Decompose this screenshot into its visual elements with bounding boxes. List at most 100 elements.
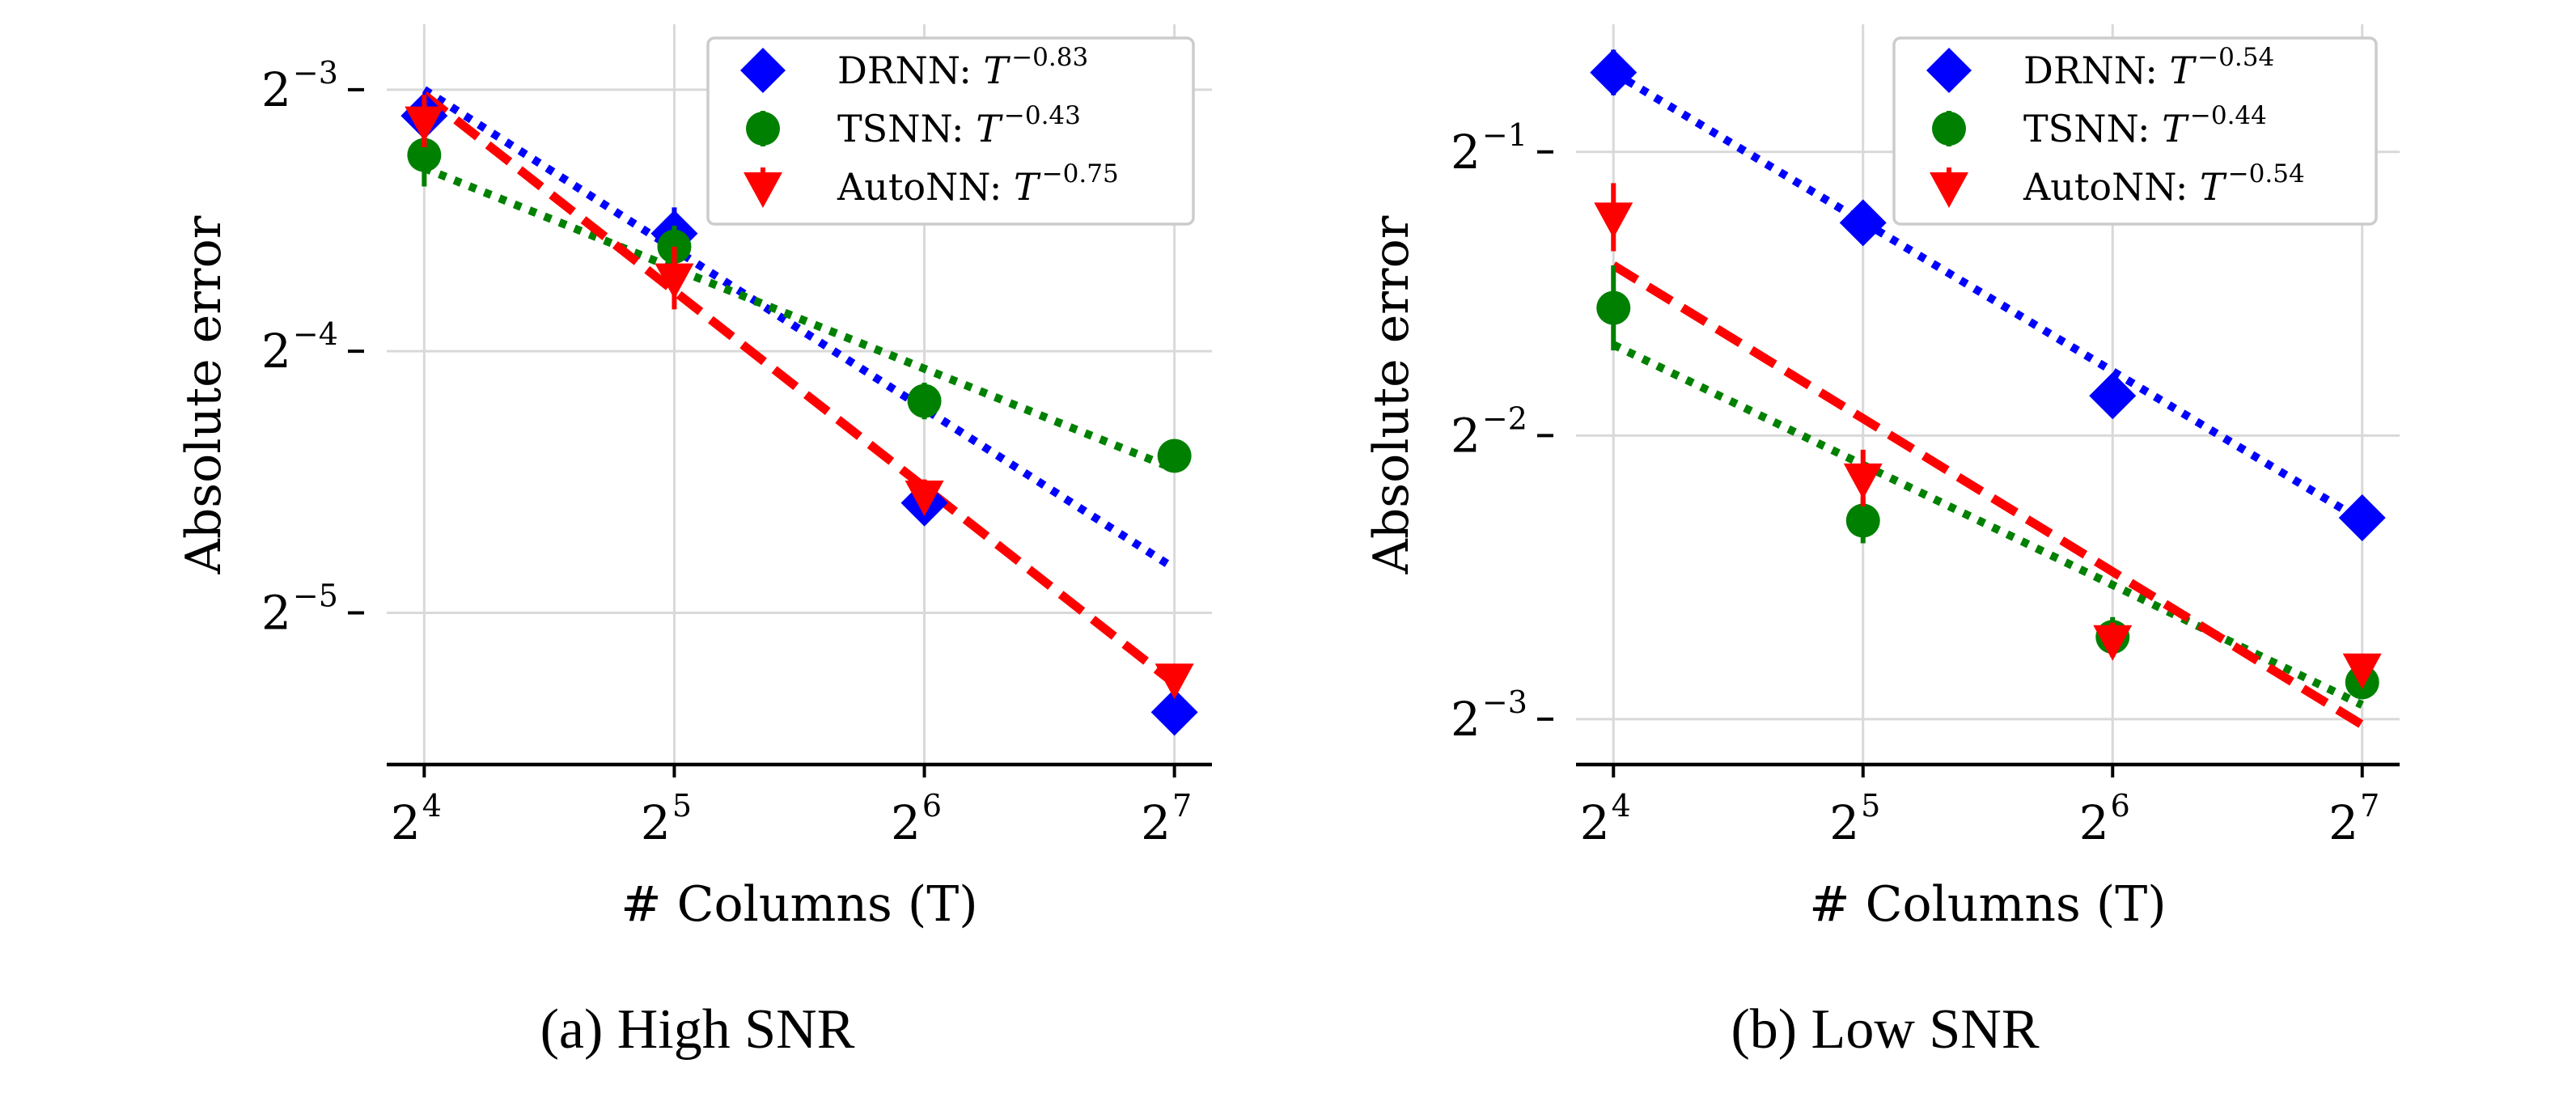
y-tick-label-exp: −5 xyxy=(293,578,338,613)
y-axis-label: Absolute error xyxy=(176,215,232,574)
legend-label-autonn: AutoNN: T −0.75 xyxy=(837,159,1119,209)
subfigure-caption: (b) Low SNR xyxy=(1731,998,2039,1061)
x-tick-label: 26 xyxy=(891,788,942,850)
legend-marker-autonn xyxy=(1930,172,1968,208)
y-tick-label: 2−3 xyxy=(261,55,338,117)
legend-label-drnn: DRNN: T −0.54 xyxy=(2023,43,2274,92)
legend-marker-tsnn xyxy=(746,112,780,146)
legend-exponent: −0.75 xyxy=(1042,159,1119,189)
legend-marker-drnn xyxy=(1926,48,1972,93)
legend-name: TSNN: xyxy=(2023,107,2162,150)
tsnn-point xyxy=(1596,290,1631,325)
x-tick-label-exp: 5 xyxy=(672,788,692,824)
tsnn-point xyxy=(407,138,442,172)
x-tick-label-base: 2 xyxy=(1580,795,1610,850)
legend-exponent: −0.43 xyxy=(1004,101,1081,130)
x-tick-label-base: 2 xyxy=(641,795,671,850)
legend-var: T xyxy=(1014,165,1041,209)
x-tick-label-exp: 6 xyxy=(922,788,942,824)
y-tick-label-base: 2 xyxy=(1451,408,1481,463)
autonn-fit-line xyxy=(1611,261,2365,729)
x-tick-label-base: 2 xyxy=(1141,795,1171,850)
y-tick-label-base: 2 xyxy=(261,62,291,117)
autonn-point xyxy=(1594,202,1633,239)
legend-entry-tsnn: TSNN: T −0.44 xyxy=(1932,101,2267,150)
autonn-point xyxy=(905,480,944,516)
legend-name: AutoNN: xyxy=(837,165,1014,209)
tsnn-point xyxy=(1157,438,1192,473)
legend-var: T xyxy=(984,49,1011,92)
legend-entry-drnn: DRNN: T −0.83 xyxy=(740,43,1088,93)
x-tick-label: 27 xyxy=(2328,788,2379,850)
x-tick-label: 25 xyxy=(1829,788,1880,850)
autonn-point xyxy=(1843,463,1883,499)
legend-exponent: −0.44 xyxy=(2190,101,2267,130)
x-tick-label-base: 2 xyxy=(2328,795,2358,850)
legend-entry-drnn: DRNN: T −0.54 xyxy=(1926,43,2274,93)
legend-entry-autonn: AutoNN: T −0.54 xyxy=(1930,159,2305,209)
legend-label-autonn: AutoNN: T −0.54 xyxy=(2023,159,2305,209)
y-tick-label: 2−3 xyxy=(1451,684,1527,747)
y-tick-label-exp: −3 xyxy=(1482,684,1527,720)
x-tick-label-exp: 4 xyxy=(422,788,442,824)
x-tick-label-base: 2 xyxy=(391,795,421,850)
x-tick-label: 24 xyxy=(1580,788,1631,850)
legend-label-tsnn: TSNN: T −0.44 xyxy=(2023,101,2267,150)
y-tick-label: 2−2 xyxy=(1451,400,1527,463)
x-tick-label-exp: 6 xyxy=(2111,788,2130,824)
x-tick-label: 25 xyxy=(641,788,692,850)
autonn-fit-line xyxy=(421,91,1178,688)
legend-name: DRNN: xyxy=(837,49,984,92)
autonn-point xyxy=(2342,653,2382,689)
legend-marker-drnn xyxy=(740,48,786,93)
legend-exponent: −0.54 xyxy=(2228,159,2305,189)
y-tick-label-base: 2 xyxy=(1451,692,1481,747)
x-tick-label-exp: 7 xyxy=(2360,788,2379,824)
drnn-point xyxy=(1150,688,1198,736)
x-tick-label-exp: 7 xyxy=(1172,788,1192,824)
legend-var: T xyxy=(2162,107,2189,150)
x-tick-label-base: 2 xyxy=(891,795,921,850)
x-axis-label: # Columns (T) xyxy=(1809,876,2166,933)
legend-label-drnn: DRNN: T −0.83 xyxy=(837,43,1088,92)
y-tick-label-exp: −2 xyxy=(1482,400,1527,436)
tsnn-point xyxy=(1845,503,1880,538)
y-tick-label-base: 2 xyxy=(261,324,291,379)
y-tick-label: 2−1 xyxy=(1451,117,1527,180)
autonn-point xyxy=(655,263,694,299)
drnn-point xyxy=(1839,199,1887,247)
subfigure-caption: (a) High SNR xyxy=(540,998,855,1061)
legend-exponent: −0.54 xyxy=(2197,43,2274,72)
legend-exponent: −0.83 xyxy=(1011,43,1088,72)
x-tick-label: 26 xyxy=(2079,788,2130,850)
x-tick-label: 24 xyxy=(391,788,442,850)
legend-entry-tsnn: TSNN: T −0.43 xyxy=(746,101,1081,150)
y-tick-label-exp: −1 xyxy=(1482,117,1527,153)
legend-name: DRNN: xyxy=(2023,49,2170,92)
autonn-point xyxy=(405,106,444,142)
tsnn-fit-line xyxy=(422,164,1176,473)
y-tick-label-exp: −4 xyxy=(293,316,338,352)
y-tick-label-base: 2 xyxy=(261,585,291,640)
y-tick-label: 2−4 xyxy=(261,316,338,379)
drnn-point xyxy=(2338,494,2386,541)
x-tick-label-exp: 4 xyxy=(1612,788,1631,824)
legend-name: AutoNN: xyxy=(2023,165,2200,209)
legend-entry-autonn: AutoNN: T −0.75 xyxy=(744,159,1119,209)
autonn-point xyxy=(1155,663,1194,700)
autonn-point xyxy=(2093,625,2133,661)
legend-frame xyxy=(1892,36,2378,226)
x-axis-label: # Columns (T) xyxy=(621,876,977,933)
tsnn-point xyxy=(907,383,942,418)
drnn-point xyxy=(1590,49,1638,96)
legend-var: T xyxy=(976,107,1003,150)
x-tick-label-base: 2 xyxy=(2079,795,2109,850)
legend-var: T xyxy=(2200,165,2227,209)
y-tick-label-base: 2 xyxy=(1451,125,1481,180)
legend-marker-tsnn xyxy=(1932,112,1966,146)
